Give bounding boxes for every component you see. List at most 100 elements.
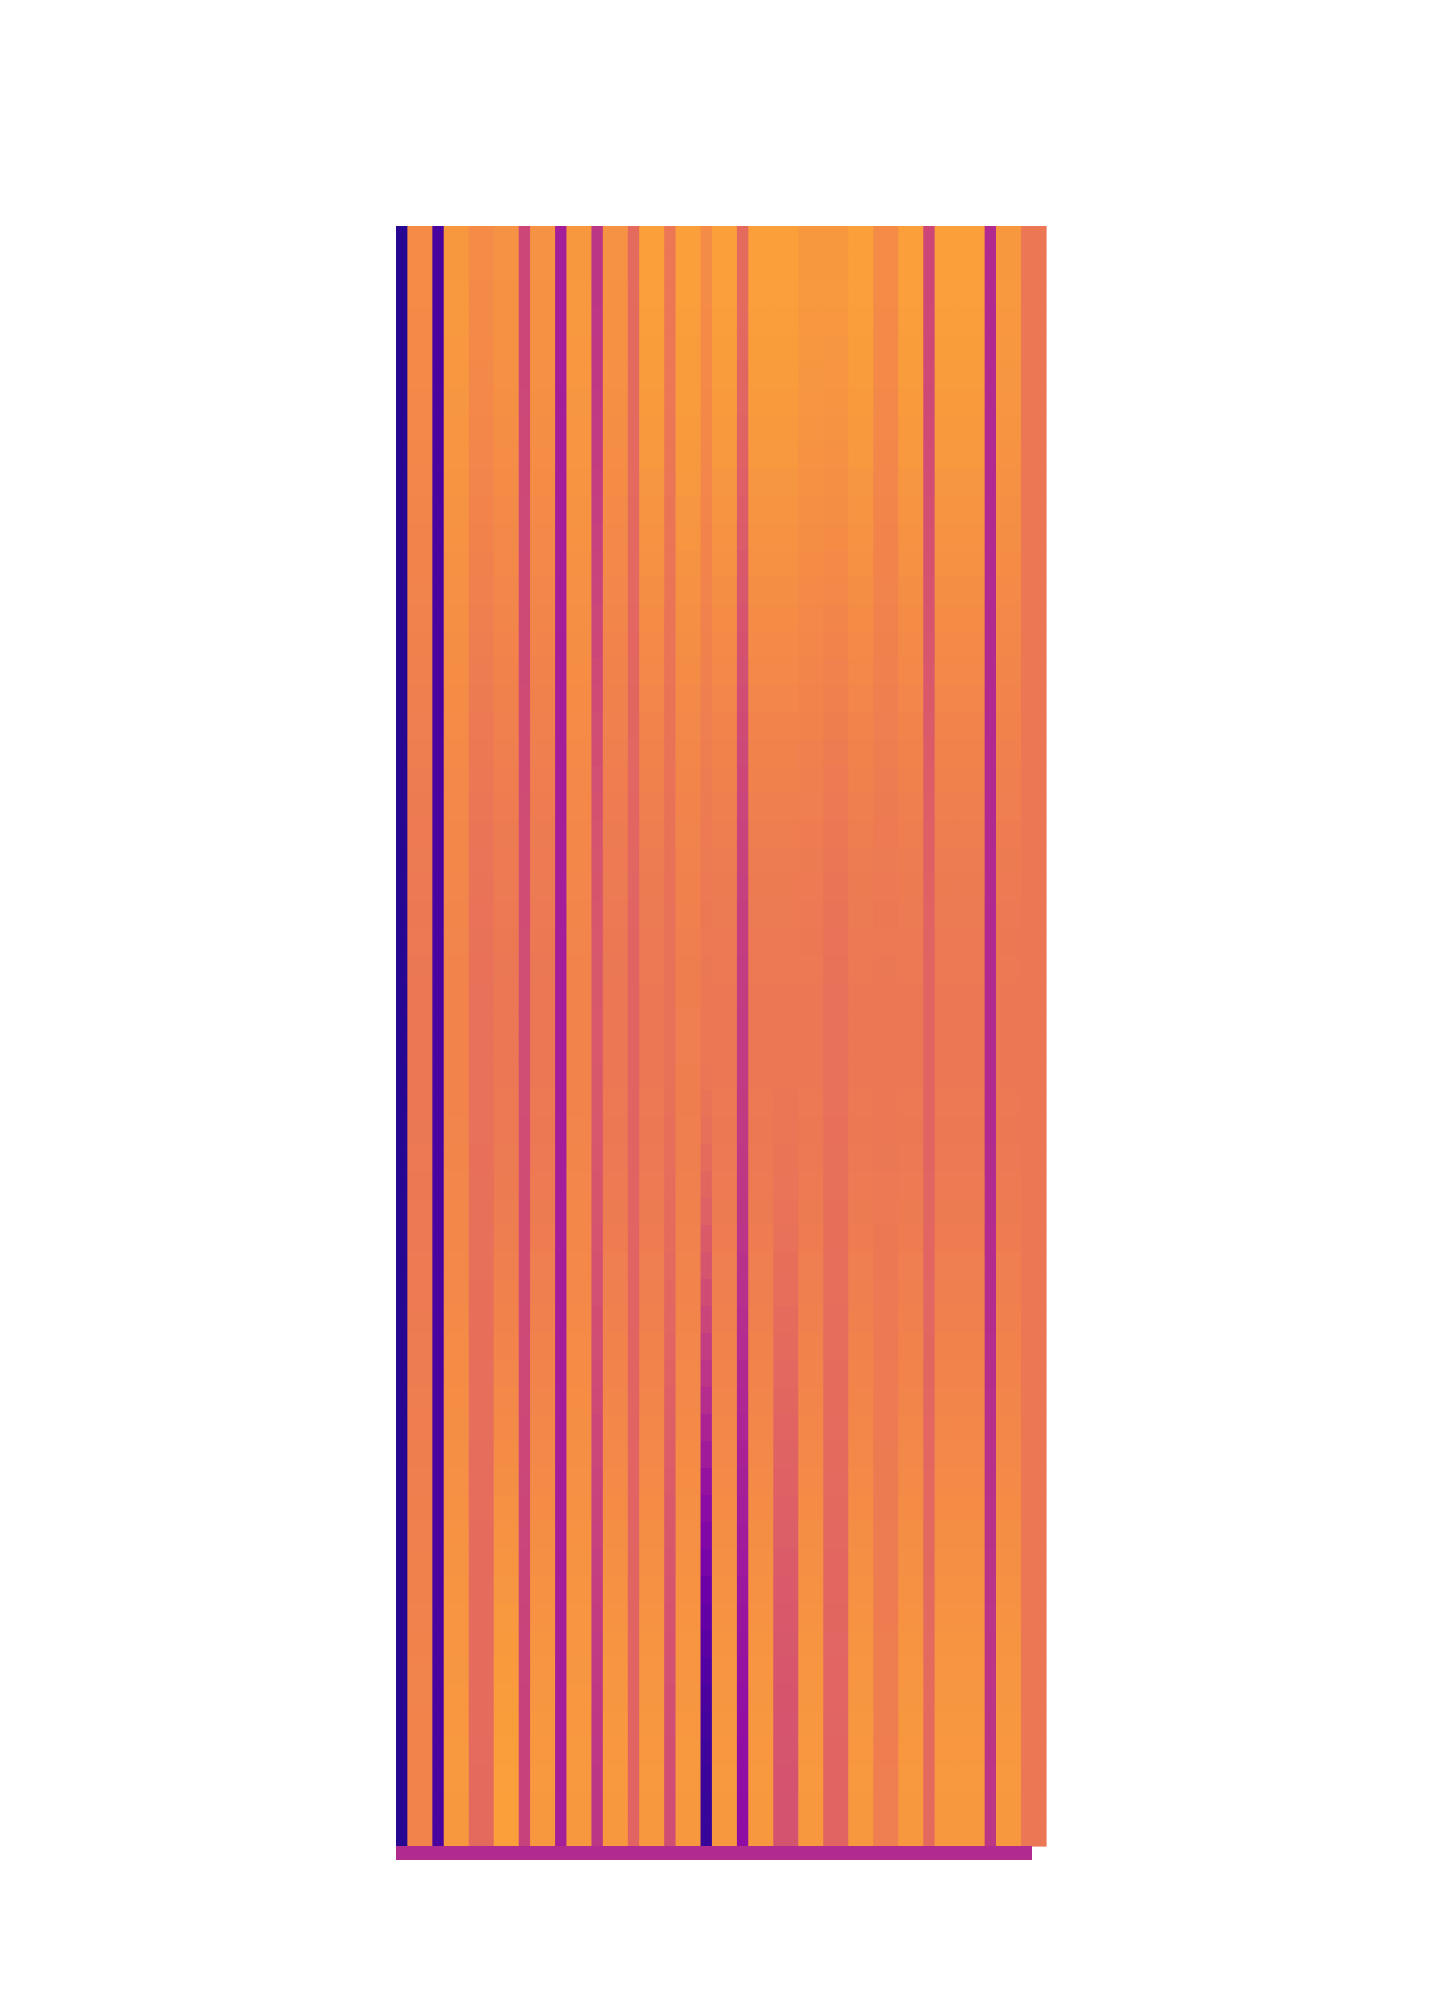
heatmap-cell [934,280,961,308]
heatmap-cell [934,955,961,983]
heatmap-cell [798,1387,824,1415]
heatmap-cell [493,1306,520,1334]
heatmap-cell [736,388,749,416]
heatmap-cell [602,1144,629,1172]
heatmap-cell [639,1252,665,1280]
heatmap-cell [396,1630,408,1658]
heatmap-cell [664,631,677,659]
heatmap-cell [468,1684,495,1712]
heatmap-cell [566,1063,593,1091]
heatmap-cell [711,523,738,551]
heatmap-cell [923,1657,936,1685]
heatmap-cell [602,361,629,389]
heatmap-cell [984,1468,997,1496]
heatmap-cell [823,361,849,389]
heatmap-cell [591,955,604,983]
heatmap-cell [1021,361,1047,389]
heatmap-cell [773,280,799,308]
heatmap-cell [848,361,874,389]
heatmap-cell [736,1765,749,1793]
heatmap-cell [675,280,702,308]
heatmap-cell [823,1576,849,1604]
heatmap-cell [823,1279,849,1307]
heatmap-cell [555,1144,568,1172]
heatmap-cell [873,604,899,632]
heatmap-cell [518,1576,531,1604]
heatmap-cell [566,1090,593,1118]
heatmap-cell [518,1630,531,1658]
heatmap-cell [518,1495,531,1523]
heatmap-cell [873,1225,899,1253]
heatmap-cell [518,1009,531,1037]
heatmap-cell [432,1603,445,1631]
heatmap-cell [773,1630,799,1658]
heatmap-cell [1021,577,1047,605]
heatmap-cell [848,1387,874,1415]
heatmap-cell [443,793,470,821]
heatmap-cell [934,1657,961,1685]
heatmap-cell [530,496,556,524]
heatmap-cell [639,442,665,470]
heatmap-cell [984,226,997,254]
heatmap-cell [396,1144,408,1172]
heatmap-cell [748,1360,774,1388]
heatmap-cell [1021,1549,1047,1577]
heatmap-cell [700,388,713,416]
heatmap-cell [798,1090,824,1118]
heatmap-cell [407,1576,433,1604]
heatmap-cell [848,1684,874,1712]
heatmap-cell [736,334,749,362]
heatmap-cell [1021,901,1047,929]
heatmap-cell [627,1333,640,1361]
heatmap-cell [934,1333,961,1361]
heatmap-cell [700,1468,713,1496]
heatmap-cell [748,1792,774,1820]
heatmap-cell [848,469,874,497]
heatmap-cell [873,685,899,713]
heatmap-cell [555,1495,568,1523]
heatmap-cell [959,1495,986,1523]
heatmap-cell [923,334,936,362]
heatmap-cell [664,307,677,335]
heatmap-cell [848,1549,874,1577]
heatmap-cell [959,604,986,632]
heatmap-cell [555,1198,568,1226]
heatmap-bottom-strip [396,1846,1032,1860]
heatmap-cell [934,334,961,362]
heatmap-cell [675,1441,702,1469]
heatmap-cell [518,1333,531,1361]
heatmap-cell [1021,1279,1047,1307]
heatmap-cell [602,1279,629,1307]
heatmap-cell [934,415,961,443]
heatmap-cell [984,1414,997,1442]
heatmap-cell [848,253,874,281]
heatmap-cell [591,928,604,956]
heatmap-cell [700,1144,713,1172]
heatmap-cell [566,793,593,821]
heatmap-cell [627,631,640,659]
heatmap-cell [591,550,604,578]
heatmap-cell [711,1063,738,1091]
heatmap-cell [627,847,640,875]
heatmap-cell [675,1198,702,1226]
heatmap-cell [748,658,774,686]
heatmap-cell [823,1603,849,1631]
heatmap-cell [443,1063,470,1091]
heatmap-cell [711,1630,738,1658]
heatmap-cell [675,766,702,794]
heatmap-cell [1021,604,1047,632]
heatmap-cell [873,1252,899,1280]
heatmap-cell [700,766,713,794]
heatmap-cell [934,1630,961,1658]
heatmap-cell [432,1792,445,1820]
heatmap-cell [396,1765,408,1793]
heatmap-cell [700,1198,713,1226]
heatmap-cell [555,1279,568,1307]
heatmap-cell [530,1495,556,1523]
heatmap-cell [493,1414,520,1442]
heatmap-cell [566,415,593,443]
heatmap-cell [848,874,874,902]
heatmap-cell [468,469,495,497]
heatmap-cell [798,1252,824,1280]
heatmap-cell [443,712,470,740]
